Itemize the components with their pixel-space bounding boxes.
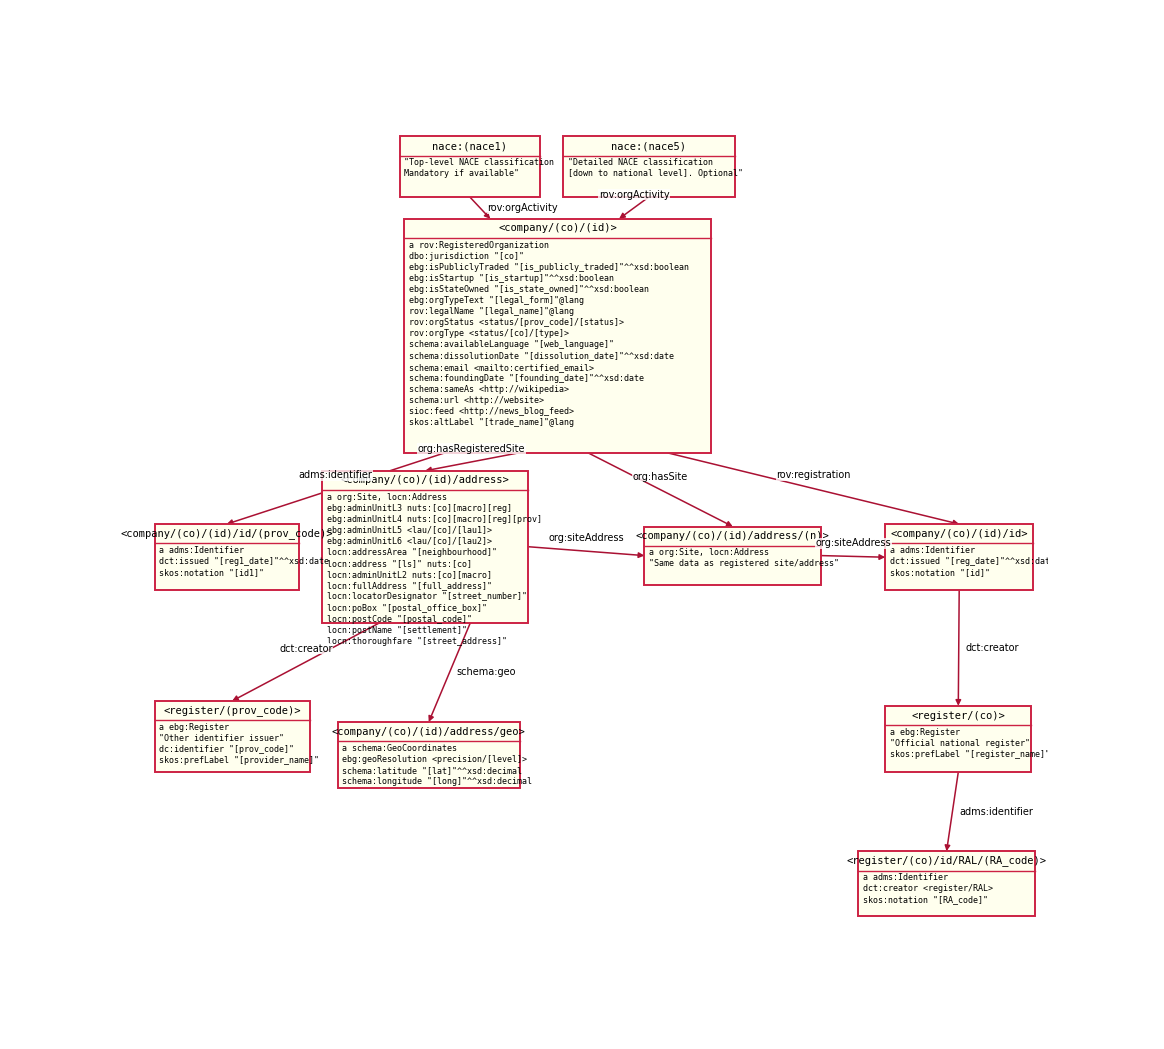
Text: org:hasSite: org:hasSite xyxy=(633,472,688,481)
Text: schema:geo: schema:geo xyxy=(456,667,517,678)
Text: <company/(co)/(id)/address/(n)>: <company/(co)/(id)/address/(n)> xyxy=(636,531,830,541)
Text: <company/(co)/(id)>: <company/(co)/(id)> xyxy=(498,223,617,234)
Text: rov:registration: rov:registration xyxy=(776,470,851,480)
Text: a rov:RegisteredOrganization
dbo:jurisdiction "[co]"
ebg:isPubliclyTraded "[is_p: a rov:RegisteredOrganization dbo:jurisdi… xyxy=(409,240,689,427)
Text: <company/(co)/(id)/id>: <company/(co)/(id)/id> xyxy=(890,529,1028,539)
Bar xyxy=(886,524,1034,591)
Text: adms:identifier: adms:identifier xyxy=(959,807,1034,816)
Text: a org:Site, locn:Address
ebg:adminUnitL3 nuts:[co][macro][reg]
ebg:adminUnitL4 n: a org:Site, locn:Address ebg:adminUnitL3… xyxy=(327,493,541,646)
Bar xyxy=(155,524,299,591)
Text: rov:orgActivity: rov:orgActivity xyxy=(598,190,669,199)
Text: org:siteAddress: org:siteAddress xyxy=(548,533,624,543)
Text: "Detailed NACE classification
[down to national level]. Optional": "Detailed NACE classification [down to n… xyxy=(568,158,743,178)
Text: adms:identifier: adms:identifier xyxy=(298,470,372,480)
Text: <company/(co)/(id)/address/geo>: <company/(co)/(id)/address/geo> xyxy=(332,727,526,736)
Bar xyxy=(338,722,520,788)
Text: <register/(co)>: <register/(co)> xyxy=(911,710,1006,721)
Text: org:siteAddress: org:siteAddress xyxy=(816,538,890,549)
Text: dct:creator: dct:creator xyxy=(966,643,1020,654)
Text: a ebg:Register
"Other identifier issuer"
dc:identifier "[prov_code]"
skos:prefLa: a ebg:Register "Other identifier issuer"… xyxy=(159,723,319,765)
Text: org:hasRegisteredSite: org:hasRegisteredSite xyxy=(418,444,525,454)
Text: nace:(nace1): nace:(nace1) xyxy=(432,141,508,151)
Text: a schema:GeoCoordinates
ebg:geoResolution <precision/[level]>
schema:latitude "[: a schema:GeoCoordinates ebg:geoResolutio… xyxy=(342,744,532,786)
Text: "Top-level NACE classification
Mandatory if available": "Top-level NACE classification Mandatory… xyxy=(404,158,554,178)
Text: nace:(nace5): nace:(nace5) xyxy=(611,141,687,151)
Text: a adms:Identifier
dct:issued "[reg1_date]"^^xsd:date
skos:notation "[id1]": a adms:Identifier dct:issued "[reg1_date… xyxy=(159,545,329,577)
Text: <company/(co)/(id)/id/(prov_code)>: <company/(co)/(id)/id/(prov_code)> xyxy=(120,529,333,539)
Text: <company/(co)/(id)/address>: <company/(co)/(id)/address> xyxy=(341,475,510,486)
Bar xyxy=(155,701,310,772)
Text: dct:creator: dct:creator xyxy=(279,644,333,654)
Text: a adms:Identifier
dct:issued "[reg_date]"^^xsd:date
skos:notation "[id]": a adms:Identifier dct:issued "[reg_date]… xyxy=(889,545,1055,577)
Bar xyxy=(645,527,821,584)
Text: a org:Site, locn:Address
"Same data as registered site/address": a org:Site, locn:Address "Same data as r… xyxy=(648,549,839,569)
Bar xyxy=(400,136,540,197)
Text: rov:orgActivity: rov:orgActivity xyxy=(488,202,558,213)
Bar xyxy=(886,706,1031,772)
Text: <register/(co)/id/RAL/(RA_code)>: <register/(co)/id/RAL/(RA_code)> xyxy=(846,856,1046,866)
Bar xyxy=(404,219,711,453)
Text: <register/(prov_code)>: <register/(prov_code)> xyxy=(163,705,300,716)
Bar xyxy=(322,471,528,623)
Text: a adms:Identifier
dct:creator <register/RAL>
skos:notation "[RA_code]": a adms:Identifier dct:creator <register/… xyxy=(863,873,993,904)
Bar xyxy=(563,136,734,197)
Bar xyxy=(858,851,1035,916)
Text: a ebg:Register
"Official national register"
skos:prefLabel "[register_name]": a ebg:Register "Official national regist… xyxy=(889,728,1050,758)
